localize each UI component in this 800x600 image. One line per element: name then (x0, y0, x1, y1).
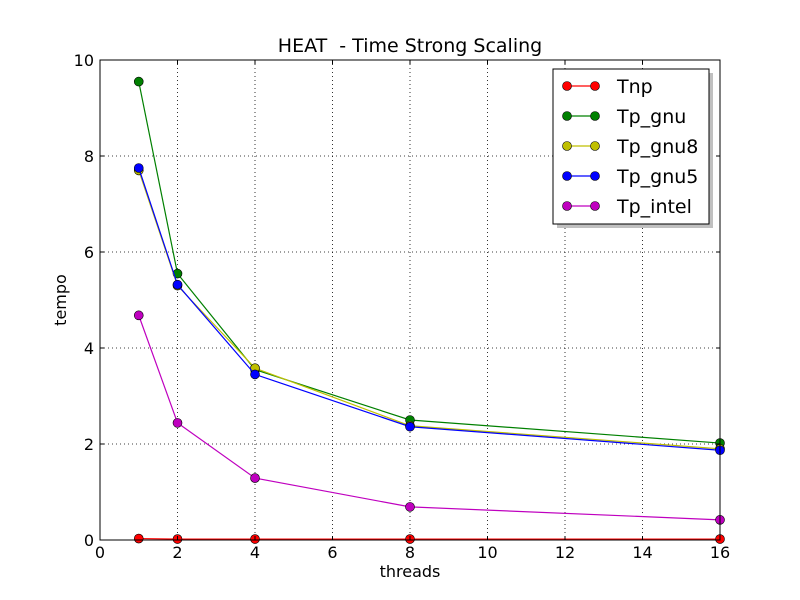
data-point (405, 502, 415, 512)
series-line (138, 315, 721, 521)
legend-marker (562, 81, 572, 91)
series-tp-intel (133, 310, 725, 525)
legend-item: Tp_gnu8 (562, 136, 698, 158)
series-tp-gnu5 (133, 163, 725, 456)
legend-item: Tnp (562, 76, 653, 98)
legend-item: Tp_gnu (562, 106, 686, 128)
legend-marker (590, 171, 600, 181)
data-point (250, 473, 260, 483)
x-tick-label: 4 (250, 543, 260, 562)
legend-marker (562, 111, 572, 121)
legend-marker (562, 171, 572, 181)
y-tick-label: 0 (84, 531, 94, 550)
legend-label: Tp_gnu8 (616, 136, 698, 158)
y-tick-label: 2 (84, 435, 94, 454)
legend-label: Tp_gnu5 (616, 166, 698, 188)
x-tick-label: 12 (555, 543, 575, 562)
legend-label: Tnp (616, 76, 653, 98)
legend-marker (590, 81, 600, 91)
data-point (172, 279, 183, 290)
legend-marker (562, 201, 572, 211)
legend-item: Tp_gnu5 (562, 166, 698, 188)
data-point (133, 76, 144, 87)
x-tick-label: 8 (405, 543, 415, 562)
y-tick-label: 8 (84, 147, 94, 166)
legend-marker (590, 141, 600, 151)
data-point (133, 533, 144, 544)
legend-marker (562, 141, 572, 151)
data-point (405, 421, 415, 432)
x-tick-label: 2 (172, 543, 182, 562)
axis-ticks: 0 2 4 6 8 10 12 14 16 0 2 4 6 8 10 (74, 51, 731, 562)
y-axis-label: tempo (51, 274, 70, 326)
legend: Tnp Tp_gnu Tp_gnu8 Tp_gnu5 Tp_intel (552, 68, 713, 228)
legend-marker (590, 111, 600, 121)
data-point (133, 163, 144, 173)
x-tick-label: 10 (477, 543, 497, 562)
data-point (250, 369, 260, 380)
legend-marker (590, 201, 600, 211)
y-tick-label: 10 (74, 51, 94, 70)
data-point (133, 310, 144, 321)
legend-label: Tp_intel (616, 196, 692, 218)
x-axis-label: threads (380, 562, 441, 581)
x-tick-label: 14 (632, 543, 652, 562)
data-point (172, 418, 183, 428)
x-tick-label: 0 (95, 543, 105, 562)
legend-item: Tp_intel (562, 196, 692, 218)
chart-title: HEAT - Time Strong Scaling (278, 35, 542, 57)
x-tick-label: 6 (327, 543, 337, 562)
x-tick-label: 16 (710, 543, 730, 562)
y-tick-label: 4 (84, 339, 94, 358)
legend-label: Tp_gnu (616, 106, 686, 128)
y-tick-label: 6 (84, 243, 94, 262)
